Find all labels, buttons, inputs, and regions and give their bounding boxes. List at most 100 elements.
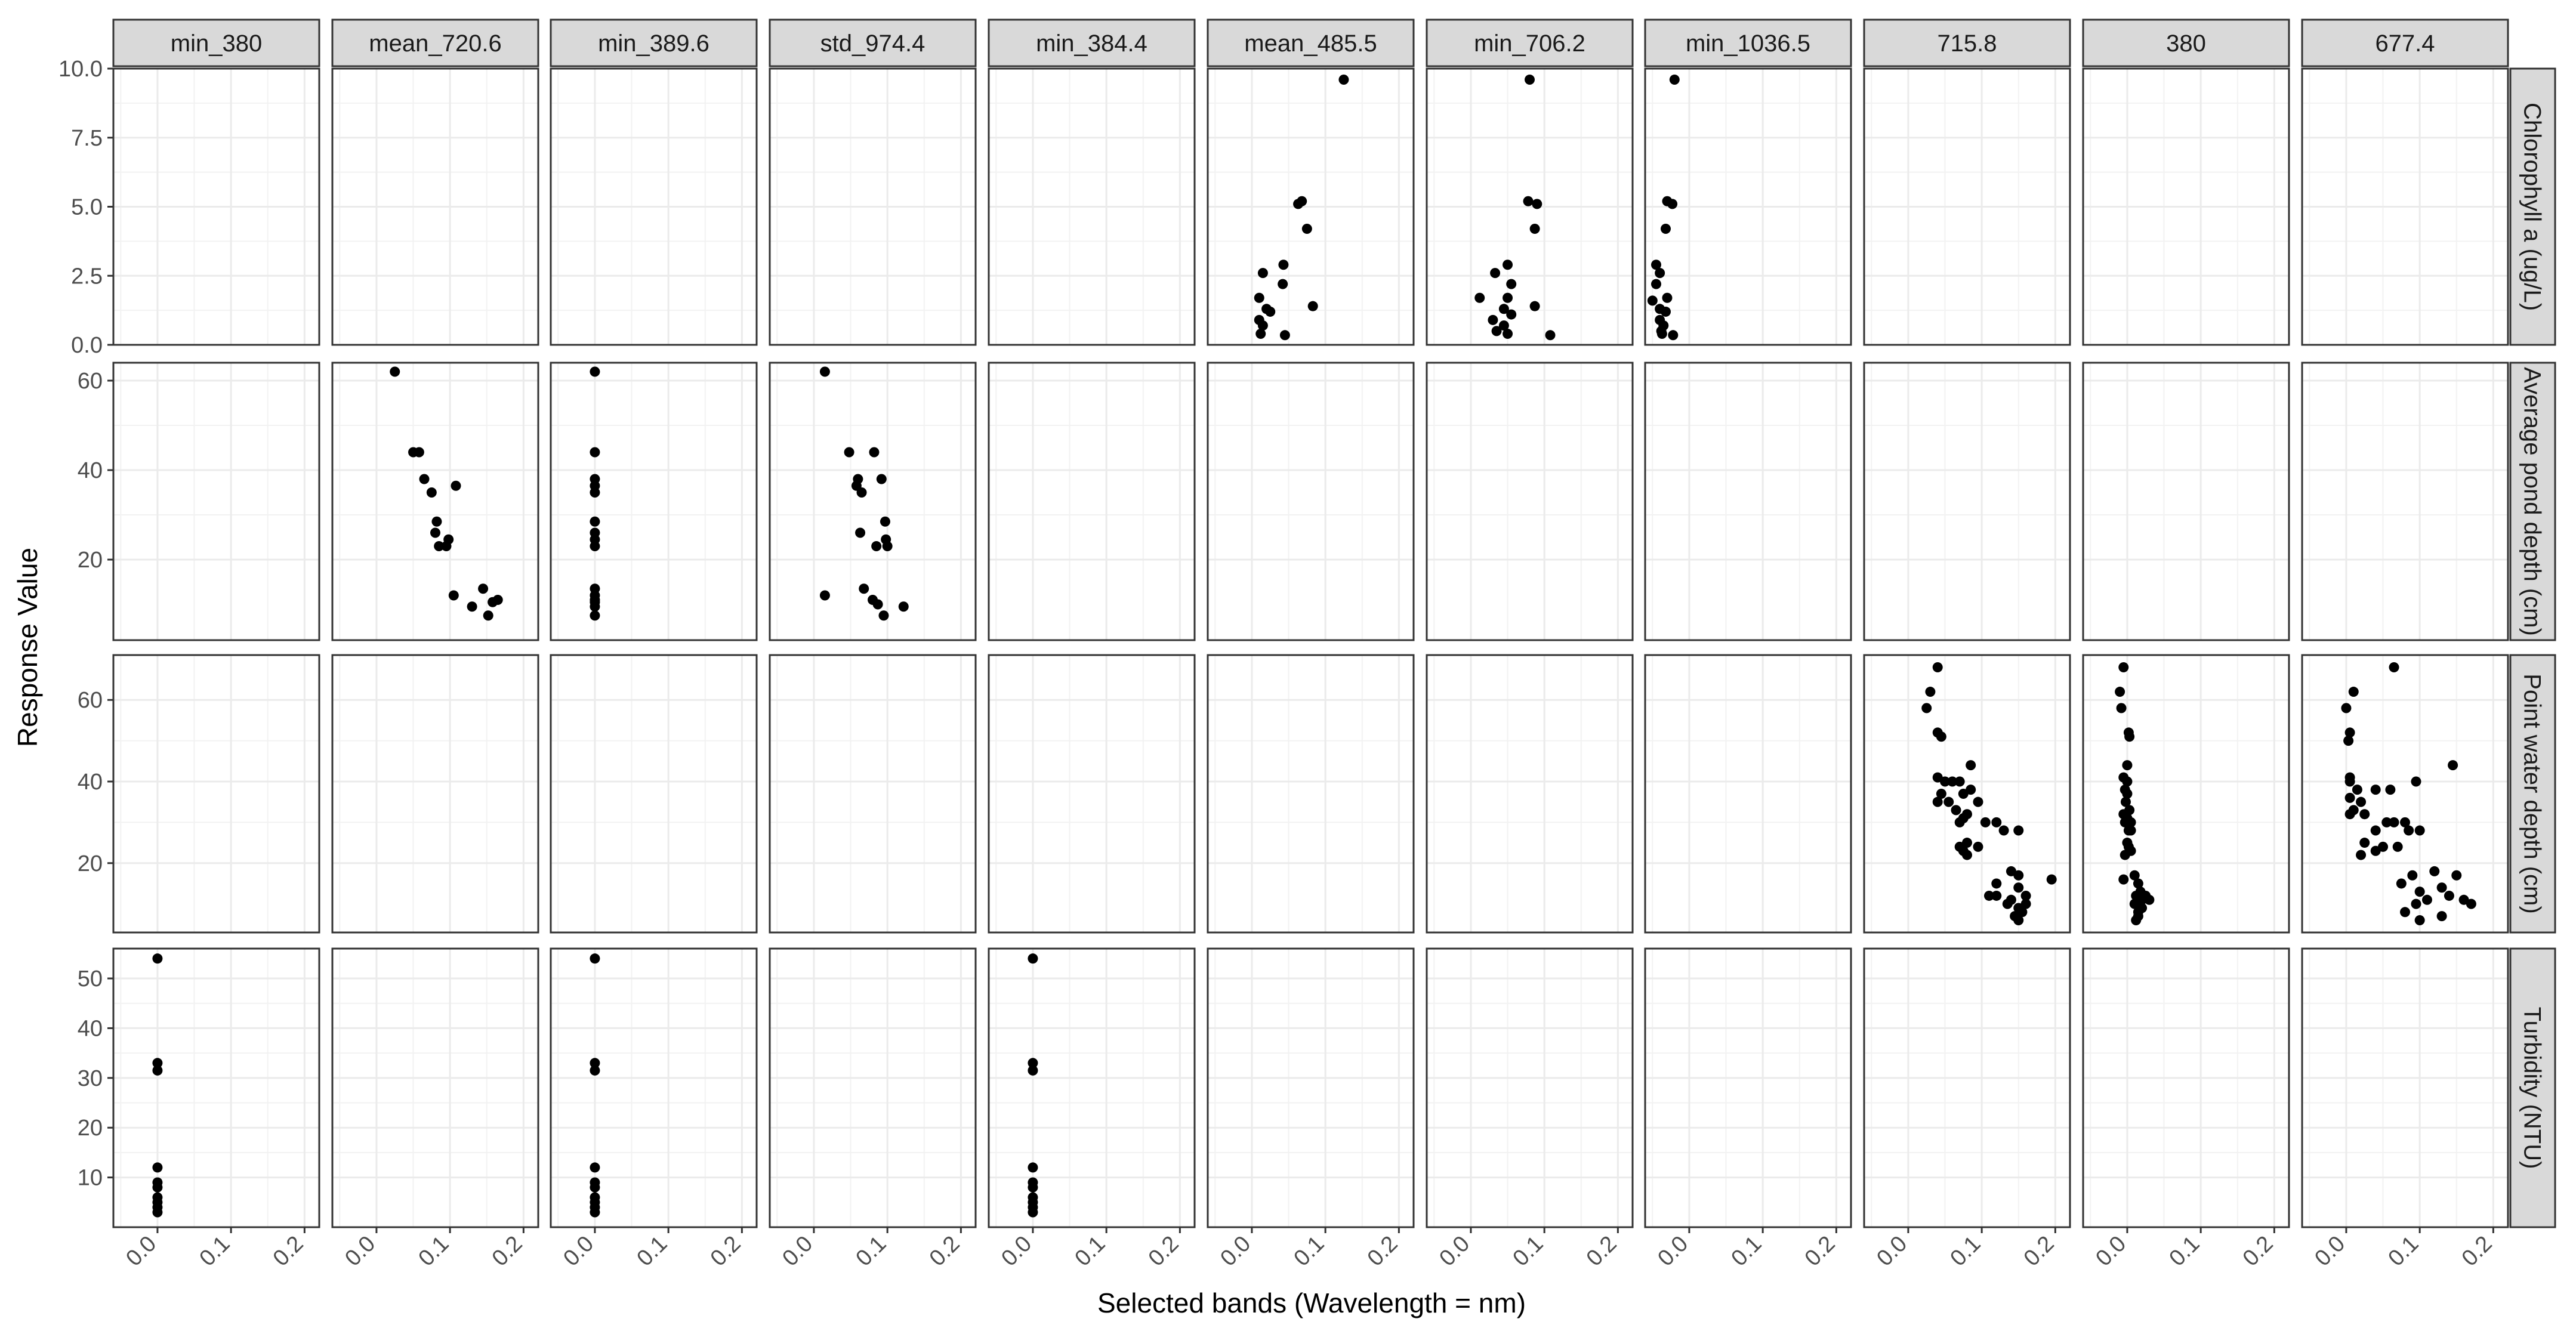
data-point [2352, 785, 2362, 795]
data-point [2118, 662, 2129, 673]
data-point [1028, 1065, 1038, 1076]
panel-std-974-4-average-pond-depth-cm [769, 362, 977, 641]
data-point [1651, 260, 1661, 270]
panel-border [331, 362, 539, 641]
data-point [590, 1065, 600, 1076]
data-point [1028, 1058, 1038, 1068]
data-point [590, 1162, 600, 1173]
panel-677-4-average-pond-depth-cm [2301, 362, 2509, 641]
panel-mean-485-5-point-water-depth-cm [1207, 654, 1415, 934]
data-point [1338, 75, 1349, 85]
panel-min-389-6-turbidity-ntu [550, 947, 758, 1228]
data-point [1668, 330, 1679, 341]
data-point [152, 1065, 163, 1076]
panel-715-8-chlorophyll-a-ug-l [1863, 67, 2071, 346]
data-point [869, 447, 880, 458]
data-point [1973, 796, 1983, 807]
data-point [2344, 809, 2355, 820]
panel-min-380-average-pond-depth-cm [112, 362, 320, 641]
column-strip-label: min_389.6 [598, 30, 709, 57]
y-tick-label: 0.0 [71, 333, 103, 358]
data-point [1954, 776, 1965, 787]
x-tick-label: 0.1 [851, 1231, 891, 1271]
data-point [1669, 75, 1680, 85]
data-point [1983, 890, 1994, 901]
panel-border [2082, 654, 2290, 934]
y-axis-title: Response Value [12, 548, 43, 747]
data-point [2411, 776, 2421, 787]
data-point [1529, 224, 1540, 234]
data-point [1947, 776, 1958, 787]
column-strip-min-1036-5 [1644, 18, 1852, 67]
data-point [2120, 850, 2130, 860]
data-point [2400, 907, 2410, 918]
y-tick-label: 30 [78, 1066, 103, 1091]
panel-border [769, 654, 977, 934]
column-strip-label: 677.4 [2375, 30, 2435, 57]
x-tick-label: 0.2 [925, 1231, 965, 1271]
panel-background [1645, 655, 1851, 932]
panel-border [112, 654, 320, 934]
x-tick-label: 0.0 [121, 1231, 161, 1271]
y-tick-label: 60 [78, 688, 103, 713]
data-point [1028, 1182, 1038, 1193]
column-strip-min-389-6 [550, 18, 758, 67]
panel-min-380-turbidity-ntu [112, 947, 320, 1228]
data-point [1962, 850, 1972, 860]
data-point [2116, 703, 2127, 714]
data-point [2124, 731, 2135, 742]
data-point [2436, 882, 2447, 893]
data-point [590, 610, 600, 621]
column-strip-min-384-4 [988, 18, 1196, 67]
panel-border [1644, 947, 1852, 1228]
x-tick-label: 0.0 [778, 1231, 817, 1271]
data-point [1921, 703, 1932, 714]
data-point [2429, 866, 2440, 876]
panel-background [2083, 363, 2289, 640]
panel-border [550, 362, 758, 641]
data-point [590, 516, 600, 527]
panel-background [989, 655, 1195, 932]
panel-border [331, 67, 539, 346]
column-strip-mean-720-6 [331, 18, 539, 67]
data-point [819, 590, 830, 601]
data-point [2013, 915, 2024, 925]
x-tick-label: 0.1 [2164, 1231, 2204, 1271]
column-strip-label: mean_720.6 [369, 30, 501, 57]
panel-border [2082, 362, 2290, 641]
data-point [1991, 878, 2002, 889]
data-point [448, 590, 459, 601]
data-point [2020, 890, 2031, 901]
data-point [2411, 898, 2421, 909]
data-point [2381, 817, 2392, 827]
data-point [590, 1058, 600, 1068]
data-point [1498, 320, 1509, 331]
data-point [2343, 736, 2354, 746]
data-point [859, 583, 869, 594]
data-point [1265, 306, 1276, 317]
data-point [1943, 796, 1954, 807]
data-point [2341, 703, 2352, 714]
data-point [1973, 841, 1983, 852]
x-tick-label: 0.2 [1363, 1231, 1403, 1271]
y-tick-label: 7.5 [71, 126, 103, 151]
panel-715-8-turbidity-ntu [1863, 947, 2071, 1228]
panel-background [989, 949, 1195, 1227]
data-point [1297, 196, 1307, 206]
data-point [1503, 292, 1513, 303]
data-point [478, 583, 489, 594]
x-tick-label: 0.0 [2310, 1231, 2350, 1271]
data-point [855, 527, 866, 538]
data-point [1932, 662, 1943, 673]
panel-background [989, 363, 1195, 640]
data-point [844, 447, 854, 458]
panel-min-389-6-chlorophyll-a-ug-l [550, 67, 758, 346]
data-point [1474, 292, 1485, 303]
data-point [590, 953, 600, 964]
x-axis-title: Selected bands (Wavelength = nm) [1097, 1287, 1526, 1318]
column-strip-label: min_380 [171, 30, 262, 57]
panel-background [1208, 363, 1414, 640]
data-point [414, 447, 424, 458]
data-point [876, 474, 887, 484]
panel-border [1863, 654, 2071, 934]
